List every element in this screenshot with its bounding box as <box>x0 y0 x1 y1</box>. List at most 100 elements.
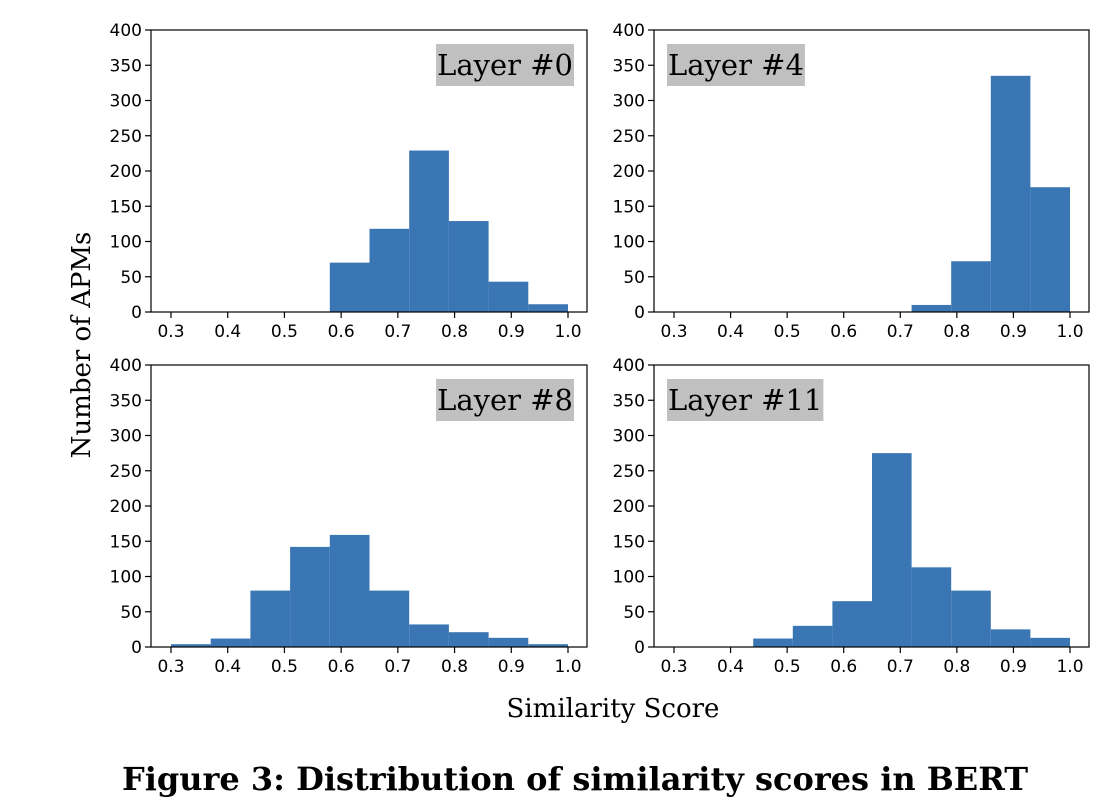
histogram-bar <box>528 644 568 647</box>
y-tick-label: 350 <box>110 391 142 411</box>
histogram-bar <box>448 221 489 312</box>
histogram-panel: 0 50 100 150 200 250 300 350 400 0.3 0.4 0.5 0.6 0.7 0… <box>110 21 588 342</box>
layer-label: Layer #11 <box>668 383 822 417</box>
histogram-bar <box>990 629 1031 647</box>
y-tick-label: 50 <box>623 268 645 288</box>
y-tick-label: 50 <box>120 603 142 623</box>
y-tick-label: 100 <box>110 233 142 253</box>
x-axis-title: Similarity Score <box>507 694 720 724</box>
histogram-bar <box>951 590 991 647</box>
x-tick-label: 1.0 <box>1056 322 1083 342</box>
x-tick-label: 0.4 <box>214 322 241 342</box>
x-tick-label: 0.8 <box>943 322 970 342</box>
y-tick-label: 250 <box>110 462 142 482</box>
histogram-bar <box>528 304 568 312</box>
histogram-bar <box>210 638 251 647</box>
x-tick-label: 0.5 <box>774 322 801 342</box>
x-tick-label: 0.7 <box>384 322 411 342</box>
y-tick-label: 150 <box>110 532 142 552</box>
y-tick-label: 100 <box>613 233 645 253</box>
histogram-bar <box>448 632 489 647</box>
histogram-bar <box>488 637 529 647</box>
y-tick-label: 150 <box>110 197 142 217</box>
x-tick-label: 0.3 <box>157 322 184 342</box>
x-tick-label: 0.7 <box>887 322 914 342</box>
x-tick-label: 0.4 <box>717 322 744 342</box>
y-tick-label: 200 <box>110 497 142 517</box>
layer-label-background <box>436 44 574 86</box>
y-tick-label: 350 <box>613 56 645 76</box>
y-tick-label: 50 <box>623 603 645 623</box>
y-tick-label: 0 <box>634 303 645 323</box>
histogram-bar <box>369 228 410 312</box>
layer-label-box: Layer #4 <box>667 44 805 86</box>
y-axis-title: Number of APMs <box>67 232 97 459</box>
y-tick-label: 300 <box>613 92 645 112</box>
x-tick-label: 0.9 <box>498 322 525 342</box>
x-tick-label: 1.0 <box>554 322 581 342</box>
x-tick-label: 0.6 <box>830 322 857 342</box>
histogram-bar <box>290 546 330 647</box>
histogram-bar <box>832 601 872 647</box>
layer-label-box: Layer #0 <box>436 44 574 86</box>
x-tick-label: 0.8 <box>441 322 468 342</box>
y-tick-label: 300 <box>110 427 142 447</box>
histogram-bar <box>872 453 912 647</box>
y-tick-label: 0 <box>131 638 142 658</box>
layer-label-background <box>436 379 574 421</box>
x-tick-label: 0.9 <box>498 657 525 677</box>
x-tick-label: 0.9 <box>1000 322 1027 342</box>
x-tick-label: 0.9 <box>1000 657 1027 677</box>
x-tick-label: 0.3 <box>660 322 687 342</box>
y-tick-label: 250 <box>613 462 645 482</box>
y-tick-label: 200 <box>110 162 142 182</box>
histogram-bar <box>911 567 952 647</box>
histogram-bar <box>409 624 449 647</box>
x-tick-label: 1.0 <box>554 657 581 677</box>
histogram-bar <box>409 150 449 312</box>
layer-label-background <box>667 379 824 421</box>
x-tick-label: 0.4 <box>717 657 744 677</box>
histogram-bar <box>792 625 833 647</box>
y-tick-label: 350 <box>110 56 142 76</box>
layer-label-box: Layer #8 <box>436 379 574 421</box>
histogram-bar <box>329 534 370 647</box>
x-tick-label: 0.8 <box>441 657 468 677</box>
x-tick-label: 0.6 <box>328 657 355 677</box>
y-tick-label: 200 <box>613 497 645 517</box>
y-tick-label: 50 <box>120 268 142 288</box>
y-tick-label: 100 <box>613 568 645 588</box>
y-tick-label: 150 <box>613 197 645 217</box>
y-tick-label: 200 <box>613 162 645 182</box>
x-tick-label: 0.6 <box>830 657 857 677</box>
y-tick-label: 350 <box>613 391 645 411</box>
layer-label: Layer #0 <box>437 48 573 82</box>
layer-label: Layer #8 <box>437 383 573 417</box>
x-tick-label: 0.7 <box>384 657 411 677</box>
histogram-bar <box>250 590 291 647</box>
y-tick-label: 100 <box>110 568 142 588</box>
histogram-bar <box>911 304 952 312</box>
histogram-bar <box>951 261 991 312</box>
y-tick-label: 0 <box>634 638 645 658</box>
x-tick-label: 0.5 <box>774 657 801 677</box>
y-tick-label: 400 <box>613 21 645 41</box>
histogram-panel: 0 50 100 150 200 250 300 350 400 0.3 0.4 0.5 0.6 0.7 0… <box>613 21 1090 342</box>
x-tick-label: 0.8 <box>943 657 970 677</box>
histogram-bar <box>1030 187 1070 312</box>
y-tick-label: 0 <box>131 303 142 323</box>
panels-group: 0 50 100 150 200 250 300 350 400 0.3 0.4 0.5 0.6 0.7 0… <box>110 21 1090 677</box>
x-tick-label: 0.3 <box>660 657 687 677</box>
x-tick-label: 0.6 <box>328 322 355 342</box>
histogram-bar <box>990 75 1031 312</box>
histogram-bar <box>171 644 211 647</box>
y-tick-label: 150 <box>613 532 645 552</box>
y-tick-label: 300 <box>613 427 645 447</box>
y-tick-label: 250 <box>110 127 142 147</box>
layer-label: Layer #4 <box>668 48 804 82</box>
histogram-panel: 0 50 100 150 200 250 300 350 400 0.3 0.4 0.5 0.6 0.7 0… <box>613 356 1090 677</box>
x-tick-label: 0.7 <box>887 657 914 677</box>
y-tick-label: 400 <box>110 356 142 376</box>
layer-label-background <box>667 44 805 86</box>
